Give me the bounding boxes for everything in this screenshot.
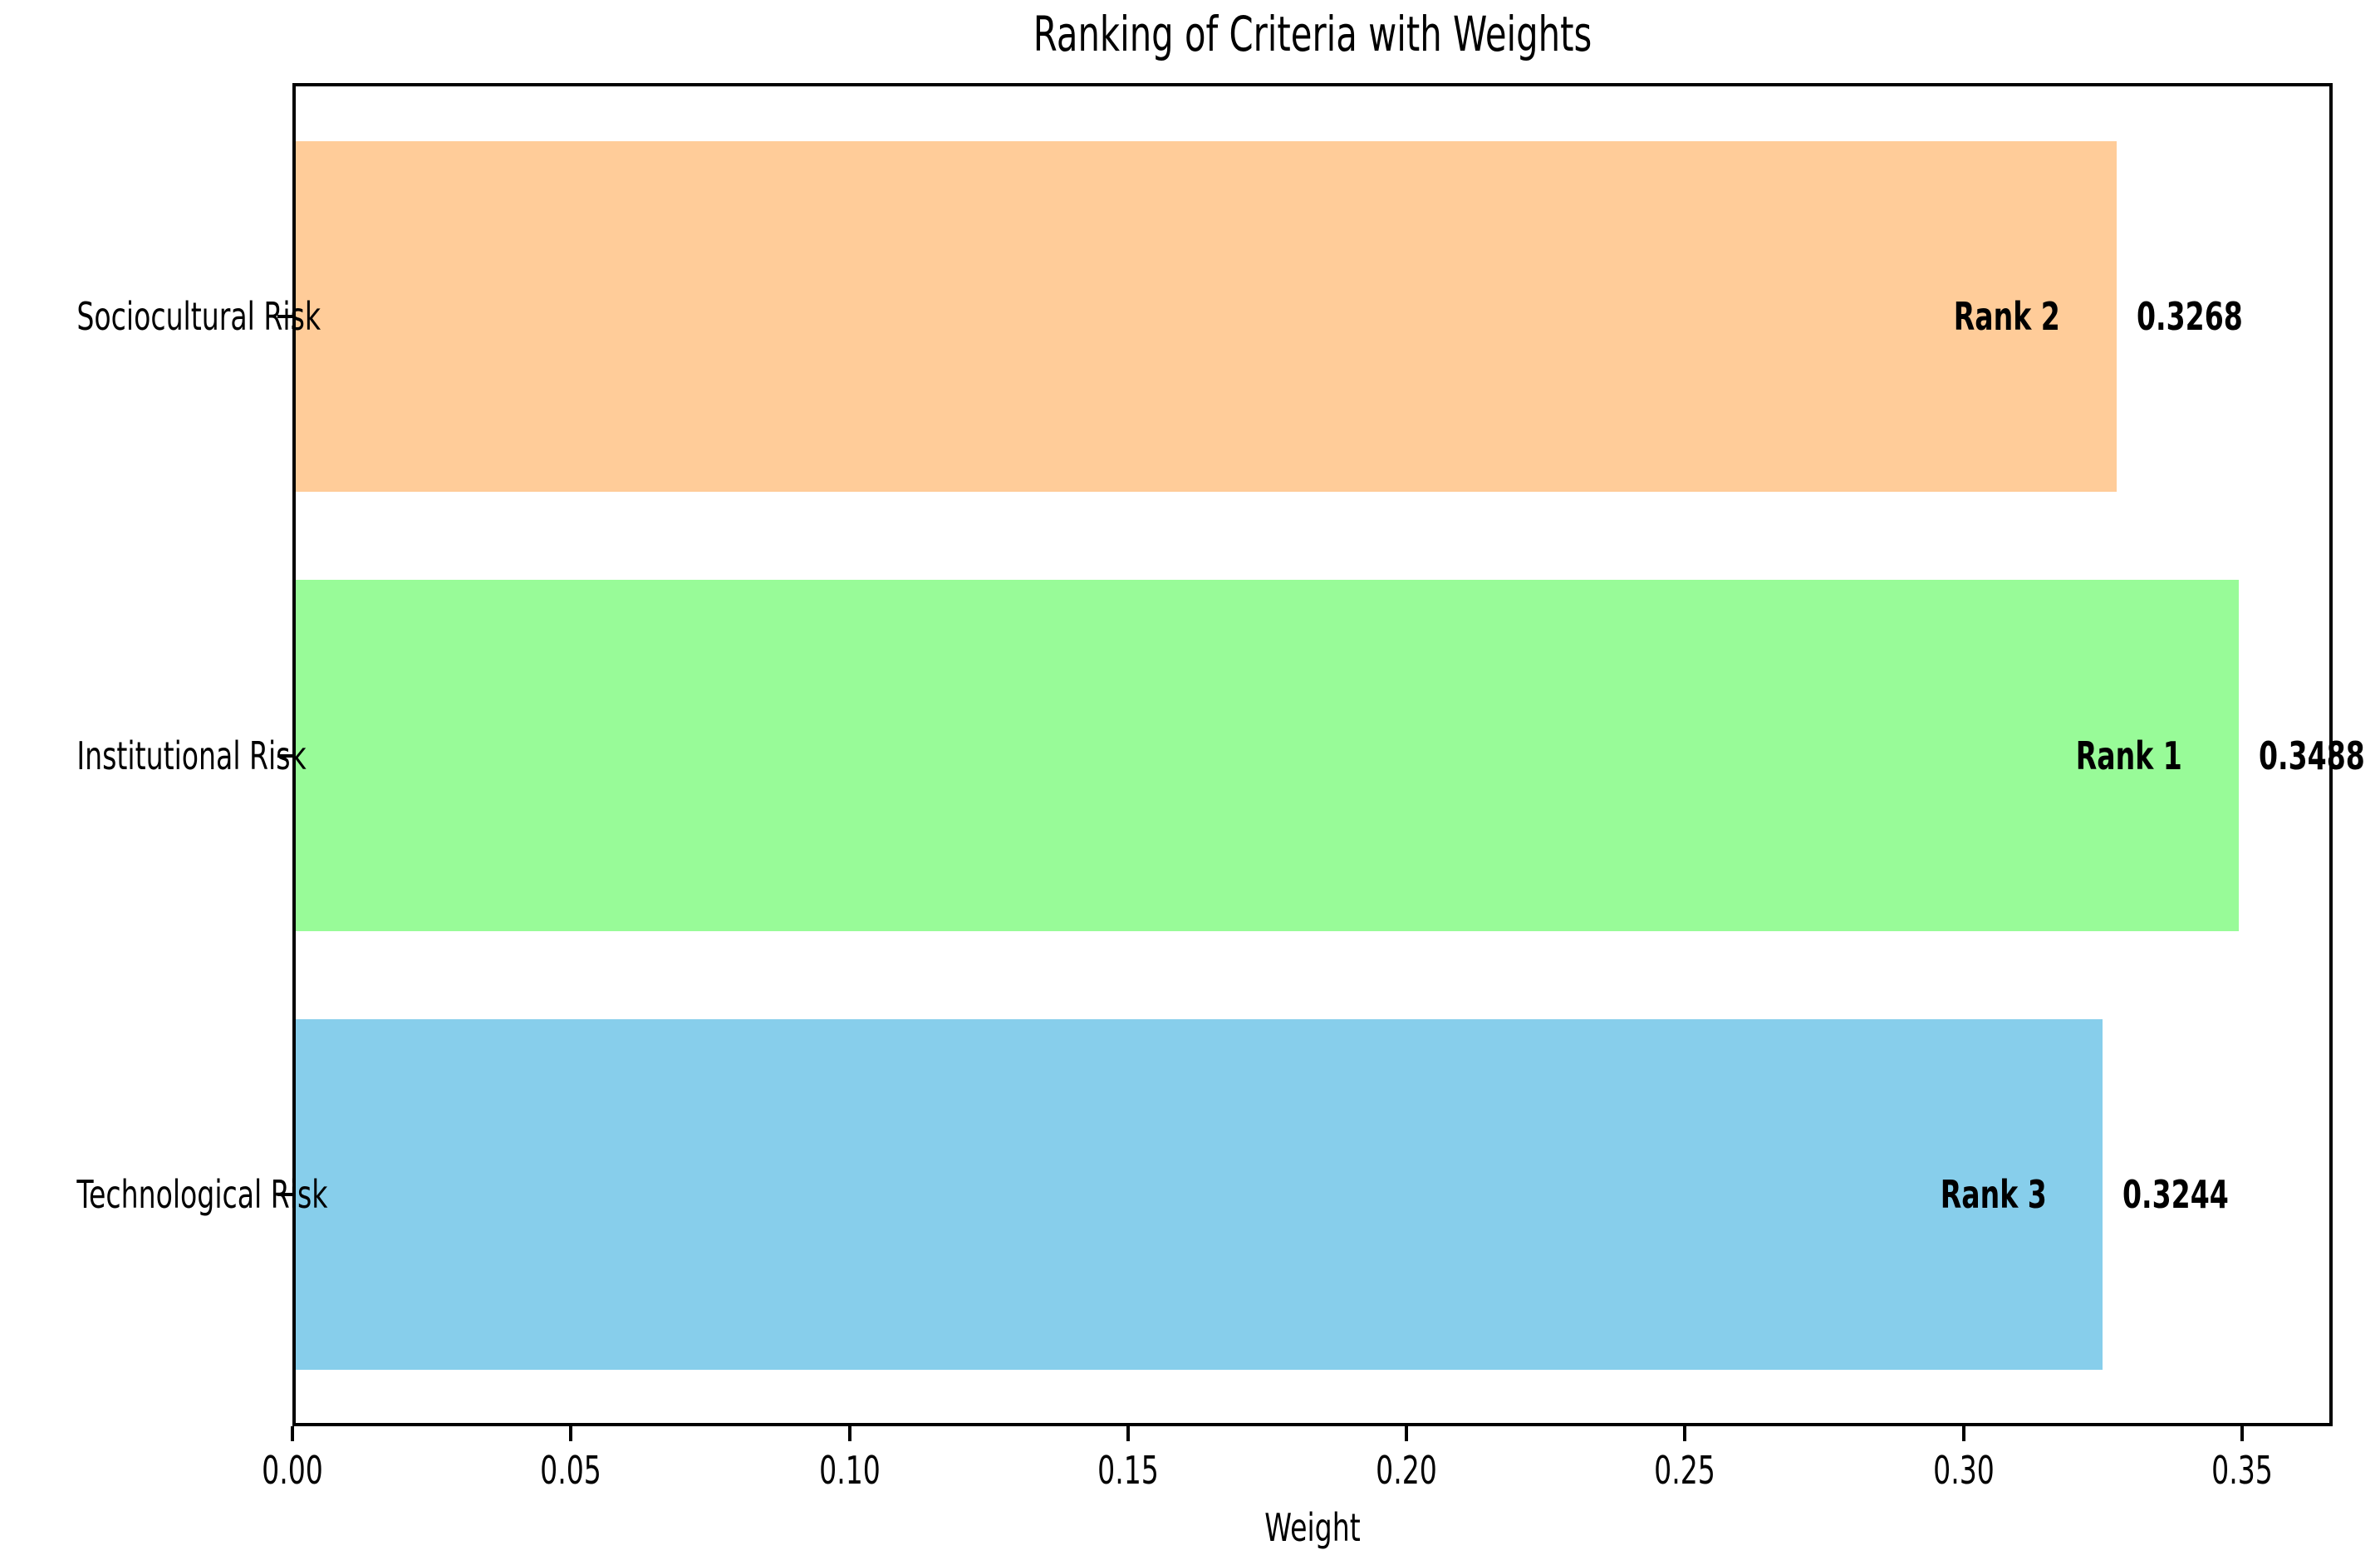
y-tick-label-technological-risk: Technological Risk (76, 1171, 328, 1217)
y-tick-mark (277, 1192, 292, 1196)
rank-label: Rank 1 (2076, 733, 2183, 778)
x-tick-label: 0.15 (1097, 1448, 1159, 1493)
x-tick-mark (1683, 1426, 1687, 1441)
bar-sociocultural-risk: Rank 2 (296, 140, 2117, 493)
x-tick-mark (2240, 1426, 2245, 1441)
value-label: 0.3244 (2122, 1171, 2230, 1217)
x-tick-mark (847, 1426, 851, 1441)
plot-area: Rank 2 Rank 1 Rank 3 (292, 83, 2333, 1426)
x-tick-mark (569, 1426, 573, 1441)
x-axis-label: Weight (1264, 1505, 1361, 1550)
x-tick-mark (1961, 1426, 1965, 1441)
x-tick-mark (1405, 1426, 1409, 1441)
y-tick-mark (277, 753, 292, 758)
bar-technological-risk: Rank 3 (296, 1018, 2103, 1371)
rank-label: Rank 3 (1940, 1171, 2047, 1217)
y-tick-mark (277, 315, 292, 319)
value-label: 0.3268 (2136, 294, 2243, 340)
x-tick-label: 0.05 (540, 1448, 602, 1493)
y-tick-label-sociocultural-risk: Sociocultural Risk (76, 294, 321, 340)
bar-institutional-risk: Rank 1 (296, 580, 2240, 931)
x-tick-label: 0.20 (1376, 1448, 1438, 1493)
y-tick-label-institutional-risk: Institutional Risk (76, 733, 307, 778)
value-label: 0.3488 (2259, 733, 2365, 778)
rank-label: Rank 2 (1953, 294, 2060, 340)
chart-title: Ranking of Criteria with Weights (1033, 6, 1592, 62)
x-tick-label: 0.30 (1932, 1448, 1995, 1493)
x-tick-label: 0.35 (2211, 1448, 2273, 1493)
x-tick-mark (291, 1426, 294, 1441)
x-tick-label: 0.25 (1654, 1448, 1716, 1493)
x-tick-label: 0.00 (262, 1448, 323, 1493)
x-tick-label: 0.10 (818, 1448, 881, 1493)
x-tick-mark (1126, 1426, 1130, 1441)
